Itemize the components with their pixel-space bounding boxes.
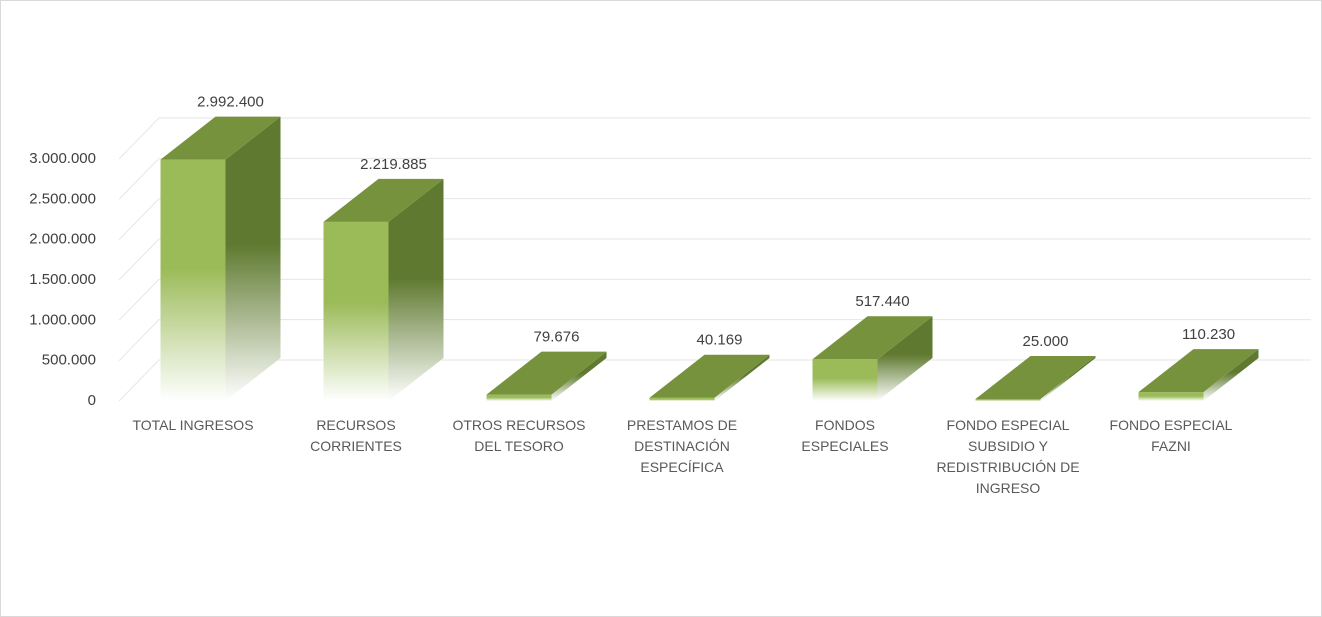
bar-front xyxy=(975,398,1041,401)
bar-side xyxy=(1040,355,1096,401)
bar-top xyxy=(160,116,281,160)
y-tick-label: 1.500.000 xyxy=(29,271,96,288)
y-tick-label: 500.000 xyxy=(42,352,96,369)
y-tick-label: 2.000.000 xyxy=(29,231,96,248)
bar xyxy=(160,116,281,401)
bar-top xyxy=(1138,349,1259,393)
bar xyxy=(1138,349,1259,401)
bar-top xyxy=(323,178,444,222)
y-tick-label: 2.500.000 xyxy=(29,190,96,207)
value-label: 25.000 xyxy=(1023,333,1069,350)
x-tick-label: FONDO ESPECIAL FAZNI xyxy=(1109,417,1233,454)
value-label: 517.440 xyxy=(855,293,909,310)
value-label: 2.219.885 xyxy=(360,156,427,173)
x-tick-label: FONDO ESPECIAL SUBSIDIO Y REDISTRIBUCIÓN… xyxy=(936,417,1080,496)
y-tick-label: 3.000.000 xyxy=(29,150,96,167)
x-tick-label: OTROS RECURSOS DEL TESORO xyxy=(452,417,586,454)
y-tick-label: 0 xyxy=(88,392,96,409)
x-tick-label: RECURSOS CORRIENTES xyxy=(310,417,402,454)
grid-line xyxy=(118,157,1311,200)
bar xyxy=(323,178,444,401)
x-tick-label: FONDOS ESPECIALES xyxy=(801,417,889,454)
bar xyxy=(649,354,770,401)
bar-side xyxy=(877,316,933,401)
grid-line xyxy=(118,238,1311,281)
bar xyxy=(486,351,607,401)
x-tick-label: PRESTAMOS DE DESTINACIÓN ESPECÍFICA xyxy=(626,417,738,475)
bar-front xyxy=(160,159,226,401)
y-tick-label: 1.000.000 xyxy=(29,311,96,328)
value-label: 40.169 xyxy=(697,332,743,349)
bar-front xyxy=(649,397,715,401)
grid-line xyxy=(118,198,1311,241)
grid-line xyxy=(118,278,1311,321)
bar-top xyxy=(975,355,1096,399)
value-label: 79.676 xyxy=(534,329,580,346)
x-tick-label: TOTAL INGRESOS xyxy=(132,417,254,433)
value-label: 110.230 xyxy=(1182,326,1235,343)
bar-front xyxy=(486,394,552,401)
bar-top xyxy=(649,354,770,398)
grid-line xyxy=(118,117,1311,160)
bar-front xyxy=(812,359,878,401)
bar-front xyxy=(323,221,389,401)
bar-front xyxy=(1138,392,1204,401)
value-label: 2.992.400 xyxy=(197,94,264,111)
bar-side xyxy=(225,116,281,401)
bar xyxy=(812,316,933,401)
bar-side xyxy=(388,178,444,401)
bar-side xyxy=(551,351,607,401)
bar-top xyxy=(812,316,933,360)
bar-side xyxy=(714,354,770,401)
bar-top xyxy=(486,351,607,395)
bar xyxy=(975,355,1096,401)
bar-side xyxy=(1203,349,1259,401)
